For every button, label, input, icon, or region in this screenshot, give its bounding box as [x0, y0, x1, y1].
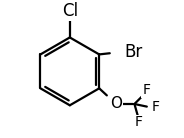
Text: Cl: Cl: [62, 2, 78, 20]
Text: Br: Br: [124, 43, 142, 61]
Text: F: F: [142, 83, 150, 97]
Text: O: O: [110, 96, 122, 112]
Text: F: F: [134, 115, 142, 129]
Text: F: F: [151, 100, 159, 114]
